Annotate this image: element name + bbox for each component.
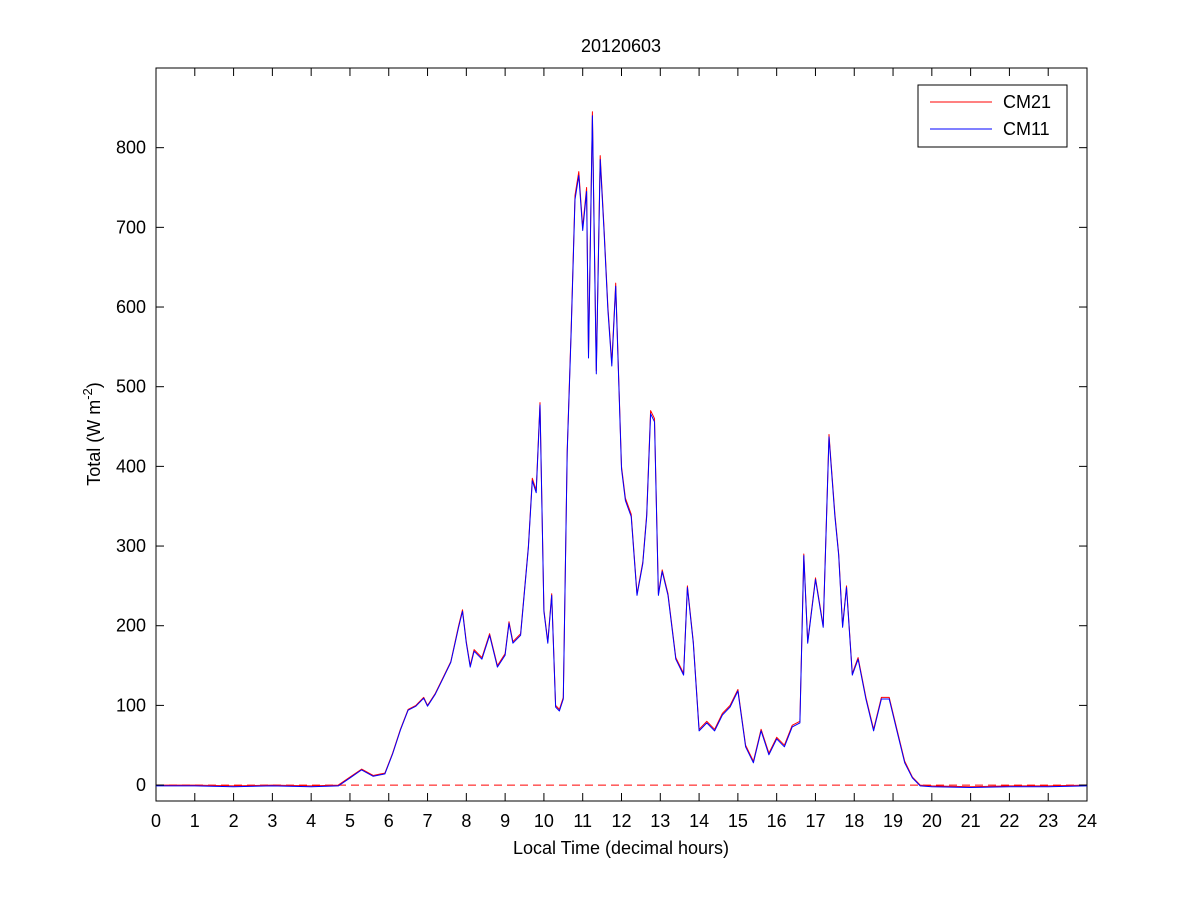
series-line-cm11 (156, 115, 1088, 788)
legend-label-cm21: CM21 (1003, 92, 1051, 112)
legend-label-cm11: CM11 (1003, 119, 1050, 139)
x-tick-label: 20 (922, 811, 942, 831)
y-tick-label: 200 (116, 616, 146, 636)
x-tick-label: 15 (728, 811, 748, 831)
x-tick-label: 12 (611, 811, 631, 831)
x-tick-label: 0 (151, 811, 161, 831)
y-tick-label: 700 (116, 217, 146, 237)
x-axis-label: Local Time (decimal hours) (513, 838, 729, 858)
x-tick-label: 14 (689, 811, 709, 831)
y-tick-label: 300 (116, 536, 146, 556)
y-tick-label: 800 (116, 138, 146, 158)
y-tick-label: 100 (116, 695, 146, 715)
x-tick-label: 9 (500, 811, 510, 831)
y-axis-label-superscript: -2 (80, 388, 95, 400)
x-tick-label: 11 (573, 811, 592, 831)
y-axis-label: Total (W m-2) (80, 382, 104, 486)
x-tick-label: 21 (961, 811, 981, 831)
x-tick-label: 3 (267, 811, 277, 831)
y-tick-label: 0 (136, 775, 146, 795)
y-tick-label: 400 (116, 456, 146, 476)
y-tick-label: 600 (116, 297, 146, 317)
x-tick-label: 6 (384, 811, 394, 831)
x-tick-label: 1 (190, 811, 200, 831)
x-tick-label: 22 (999, 811, 1019, 831)
legend: CM21 CM11 (917, 84, 1068, 148)
x-tick-label: 18 (844, 811, 864, 831)
x-tick-label: 2 (229, 811, 239, 831)
y-axis-ticks: 0 100 200 300 400 500 600 700 800 (116, 138, 1087, 795)
x-tick-label: 5 (345, 811, 355, 831)
chart-title: 20120603 (581, 36, 661, 56)
y-axis-label-suffix: ) (84, 382, 104, 388)
plot-area (155, 67, 1088, 802)
series-group (156, 111, 1088, 788)
x-tick-label: 4 (306, 811, 316, 831)
x-axis-ticks: 0 1 2 3 4 5 6 7 8 9 10 11 12 13 14 15 16 17 18 19 20 21 22 23 24 (151, 68, 1097, 831)
y-tick-label: 500 (116, 377, 146, 397)
legend-box (917, 84, 1068, 148)
x-tick-label: 13 (650, 811, 670, 831)
x-tick-label: 17 (805, 811, 825, 831)
x-tick-label: 8 (461, 811, 471, 831)
x-tick-label: 19 (883, 811, 903, 831)
x-tick-label: 7 (423, 811, 433, 831)
x-tick-label: 24 (1077, 811, 1097, 831)
x-tick-label: 23 (1038, 811, 1058, 831)
y-axis-label-main: Total (W m (84, 400, 104, 486)
x-tick-label: 16 (767, 811, 787, 831)
x-tick-label: 10 (534, 811, 554, 831)
